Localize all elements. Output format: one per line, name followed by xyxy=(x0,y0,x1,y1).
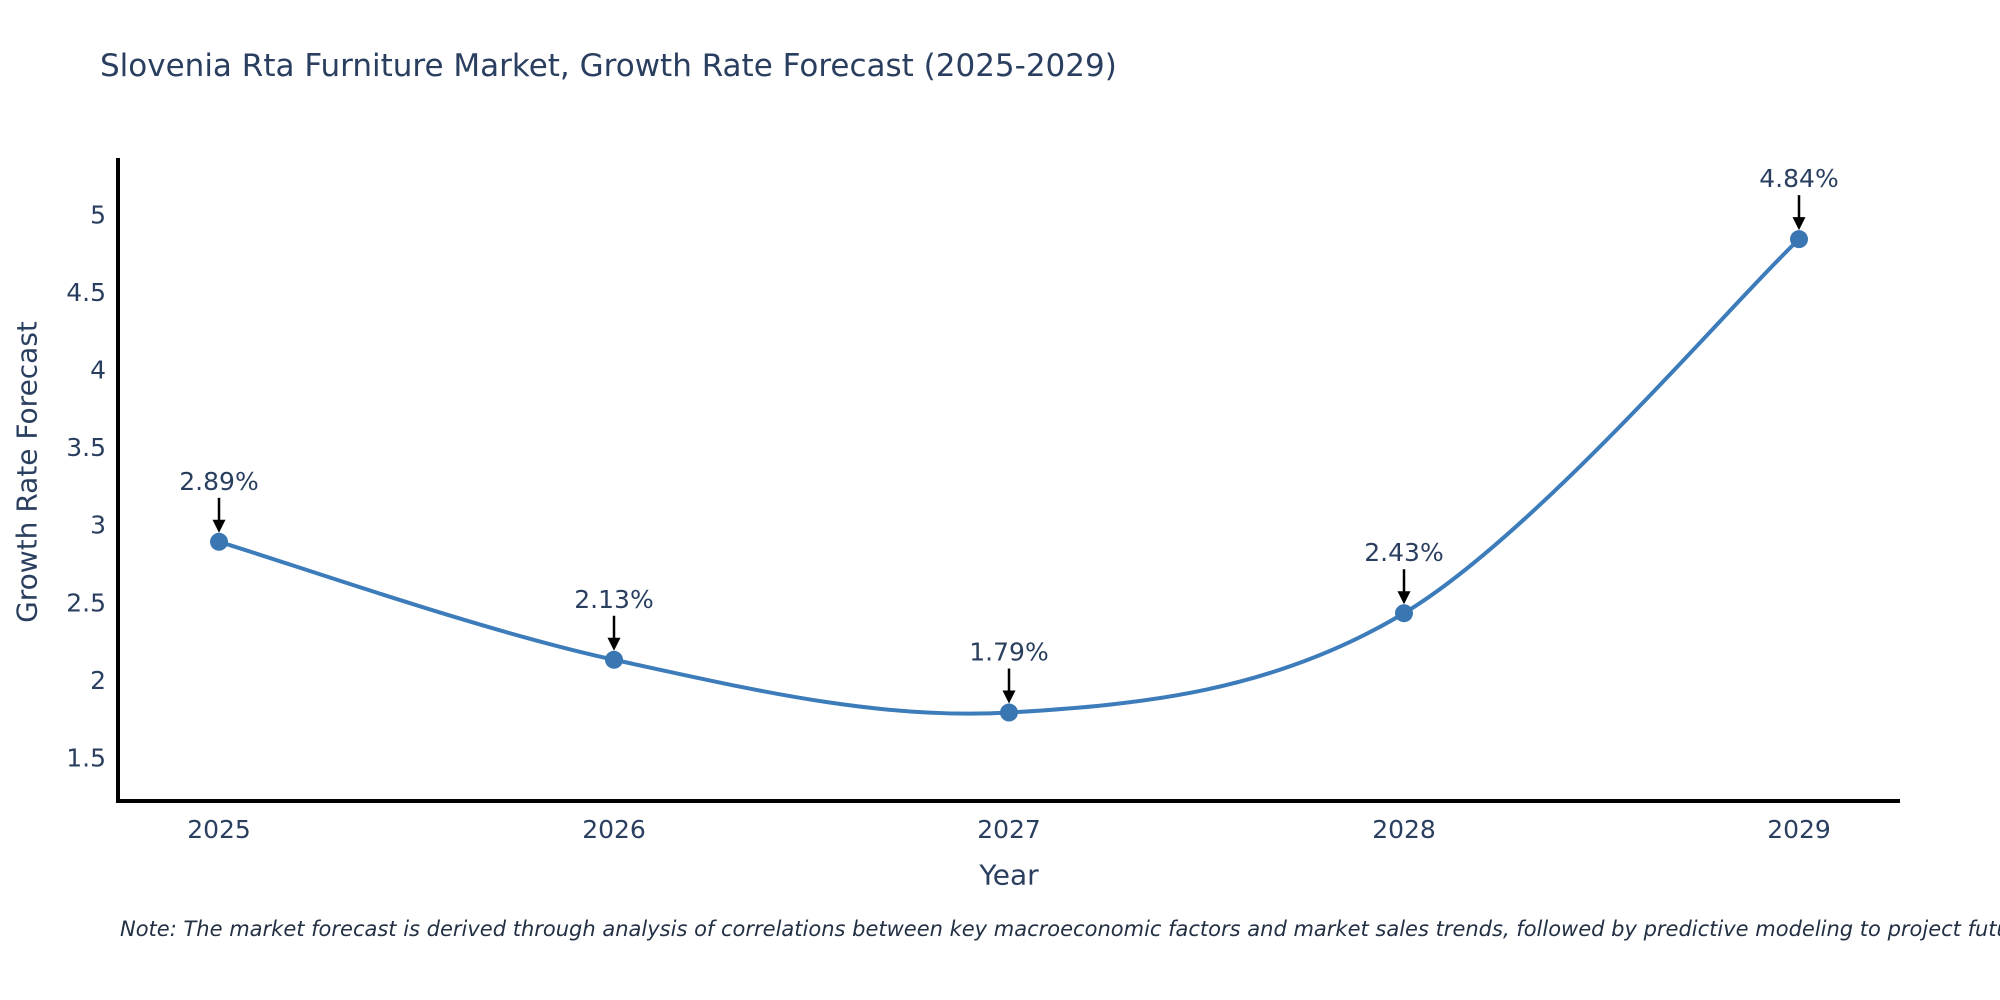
annotation-label: 2.89% xyxy=(179,467,258,496)
x-tick-label: 2025 xyxy=(187,815,251,844)
footnote: Note: The market forecast is derived thr… xyxy=(120,917,2000,941)
x-axis-title: Year xyxy=(979,858,1039,892)
annotation-label: 1.79% xyxy=(969,638,1048,667)
y-tick-label: 1.5 xyxy=(66,744,106,773)
data-point-marker[interactable] xyxy=(1395,604,1413,623)
series-line xyxy=(217,237,1801,716)
y-tick-label: 4 xyxy=(90,356,106,385)
annotation-arrowhead xyxy=(212,519,226,533)
y-tick-label: 3 xyxy=(90,511,106,540)
y-tick-label: 5 xyxy=(90,200,106,229)
data-point-marker[interactable] xyxy=(1790,230,1808,249)
annotation-arrowhead xyxy=(1397,591,1411,605)
annotation-arrowhead xyxy=(1792,217,1806,231)
y-tick-label: 3.5 xyxy=(66,433,106,462)
y-tick-label: 2 xyxy=(90,666,106,695)
x-tick-label: 2029 xyxy=(1767,815,1831,844)
annotation-label: 2.13% xyxy=(574,585,653,614)
annotation-arrowhead xyxy=(1002,690,1016,704)
annotation-label: 2.43% xyxy=(1364,538,1443,567)
x-tick-label: 2027 xyxy=(977,815,1041,844)
y-tick-label: 2.5 xyxy=(66,588,106,617)
annotation-label: 4.84% xyxy=(1759,164,1838,193)
data-point-marker[interactable] xyxy=(1000,703,1018,722)
y-tick-label: 4.5 xyxy=(66,278,106,307)
chart-title: Slovenia Rta Furniture Market, Growth Ra… xyxy=(100,48,1117,84)
data-point-marker[interactable] xyxy=(210,532,228,551)
annotation-arrowhead xyxy=(607,637,621,651)
x-tick-label: 2026 xyxy=(582,815,646,844)
data-point-marker[interactable] xyxy=(605,650,623,669)
x-tick-label: 2028 xyxy=(1372,815,1436,844)
